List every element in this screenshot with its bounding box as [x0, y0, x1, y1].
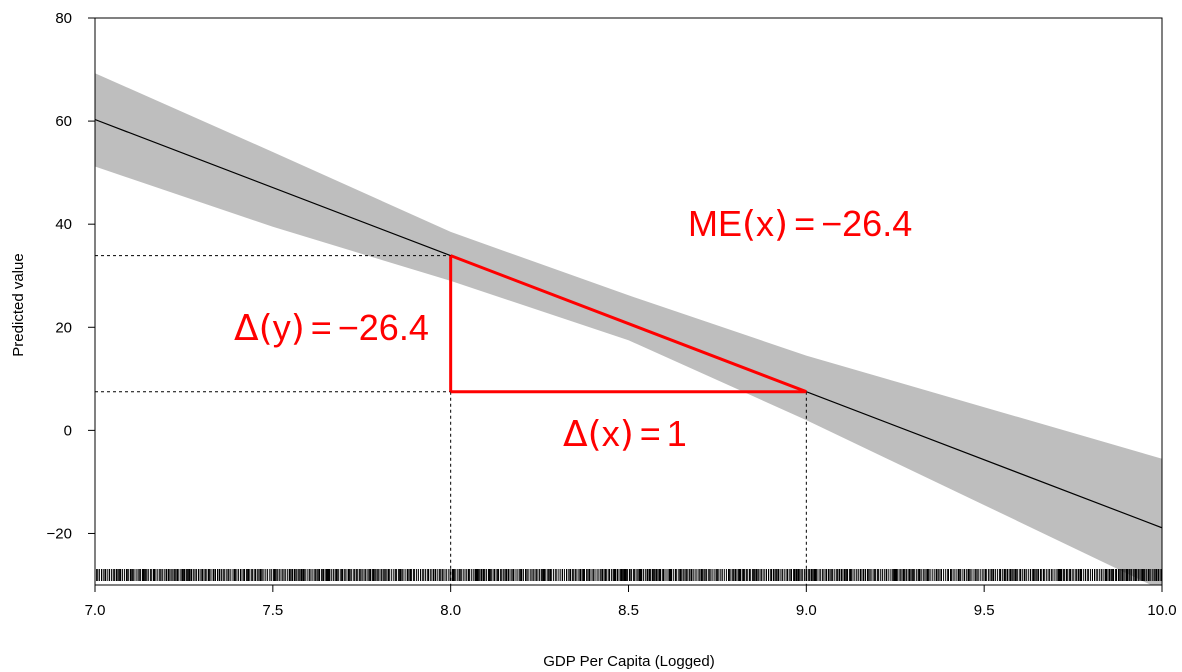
slope-triangle-layer — [449, 254, 807, 394]
annotation-delta-y: Δ(y) = −26.4 — [234, 307, 429, 349]
triangle-hypotenuse — [450, 254, 807, 394]
x-tick-label: 7.0 — [85, 602, 106, 619]
x-tick-label: 9.5 — [974, 602, 995, 619]
confidence-band-layer — [95, 73, 1162, 585]
annotation-delta-x: Δ(x) = 1 — [563, 413, 687, 455]
annotation-delta-x-arg: x — [602, 413, 620, 454]
reference-lines-layer — [95, 255, 807, 585]
confidence-band — [95, 73, 1162, 585]
y-tick-label: 60 — [55, 113, 72, 130]
x-axis-title: GDP Per Capita (Logged) — [543, 653, 714, 670]
annotation-marginal-effect: ME(x) = −26.4 — [688, 203, 912, 245]
annotation-delta-y-arg: y — [273, 307, 291, 348]
x-tick-label: 8.0 — [440, 602, 461, 619]
rug-layer — [94, 569, 1163, 581]
axes-layer: 7.0 7.5 8.0 8.5 9.0 9.5 10.0 −20 0 20 40 60 80 — [47, 10, 1177, 619]
x-tick-label: 8.5 — [618, 602, 639, 619]
y-tick-label: 40 — [55, 216, 72, 233]
y-tick-label: −20 — [47, 525, 72, 542]
y-tick-label: 20 — [55, 319, 72, 336]
x-tick-label: 10.0 — [1147, 602, 1176, 619]
annotation-delta-x-value: 1 — [667, 413, 687, 454]
rug-marks — [94, 569, 1163, 581]
y-axis-title: Predicted value — [10, 253, 27, 356]
annotation-me-prefix: ME — [688, 203, 742, 244]
x-tick-label: 9.0 — [796, 602, 817, 619]
annotation-delta-x-symbol: Δ — [563, 414, 588, 455]
x-tick-label: 7.5 — [262, 602, 283, 619]
annotation-me-arg: x — [756, 203, 774, 244]
annotation-delta-y-symbol: Δ — [234, 308, 259, 349]
y-tick-label: 0 — [64, 422, 72, 439]
y-tick-label: 80 — [55, 10, 72, 27]
annotation-delta-y-value: −26.4 — [338, 307, 429, 348]
annotation-me-value: −26.4 — [821, 203, 912, 244]
